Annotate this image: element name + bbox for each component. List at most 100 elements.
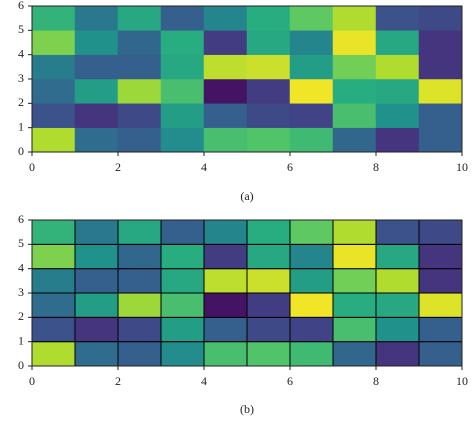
y-tick-label: 5 (18, 236, 24, 250)
y-tick-label: 1 (18, 333, 24, 347)
x-tick-label: 10 (456, 374, 468, 388)
cell (332, 54, 377, 80)
cell (31, 292, 76, 318)
x-tick-label: 4 (201, 374, 207, 388)
cell (375, 5, 420, 31)
cell (203, 316, 248, 343)
cell (31, 30, 76, 55)
cell (31, 316, 76, 343)
cell (117, 78, 162, 104)
cell (203, 219, 248, 245)
cell (332, 103, 377, 128)
cell (289, 103, 334, 128)
cell (289, 30, 334, 55)
cell (289, 219, 334, 245)
cell (332, 341, 377, 367)
cell (160, 341, 205, 367)
cell (246, 292, 291, 318)
y-tick-label: 1 (18, 119, 24, 133)
cell (31, 127, 76, 153)
cell (375, 127, 420, 153)
cell (375, 292, 420, 318)
cell (418, 341, 463, 367)
x-tick-label: 6 (287, 160, 293, 174)
cell (289, 54, 334, 80)
cell (375, 54, 420, 80)
cell (160, 78, 205, 104)
cell (117, 341, 162, 367)
cell (74, 268, 119, 294)
cell (31, 103, 76, 128)
cell (160, 219, 205, 245)
cell (117, 54, 162, 80)
cell (160, 5, 205, 31)
cell (332, 219, 377, 245)
cell (289, 127, 334, 153)
cell (203, 5, 248, 31)
cell (31, 5, 76, 31)
cell (31, 78, 76, 104)
cell (418, 243, 463, 270)
cell (246, 5, 291, 31)
cell (332, 268, 377, 294)
cell (160, 54, 205, 80)
cell (246, 316, 291, 343)
y-tick-label: 6 (18, 212, 24, 226)
cell (332, 30, 377, 55)
cell (117, 103, 162, 128)
cell (418, 54, 463, 80)
cell (117, 5, 162, 31)
cell (74, 341, 119, 367)
cell (31, 219, 76, 245)
x-tick-label: 6 (287, 374, 293, 388)
y-tick-label: 0 (18, 144, 24, 158)
cell (246, 30, 291, 55)
cell (31, 243, 76, 270)
y-tick-label: 4 (18, 46, 24, 60)
cell (418, 103, 463, 128)
caption: (b) (240, 402, 254, 416)
cell (117, 268, 162, 294)
y-tick-label: 2 (18, 95, 24, 109)
cell (418, 268, 463, 294)
cell (418, 30, 463, 55)
cell (203, 127, 248, 153)
cell (160, 268, 205, 294)
cell (203, 268, 248, 294)
cell (74, 316, 119, 343)
cell (332, 78, 377, 104)
cell (117, 219, 162, 245)
cell (246, 78, 291, 104)
y-tick-label: 4 (18, 260, 24, 274)
cell (332, 316, 377, 343)
cell (160, 103, 205, 128)
cell (375, 268, 420, 294)
cell (246, 103, 291, 128)
cell (289, 341, 334, 367)
cell (203, 78, 248, 104)
cell (332, 127, 377, 153)
cell (160, 243, 205, 270)
x-tick-label: 8 (373, 160, 379, 174)
cell (418, 127, 463, 153)
x-tick-label: 8 (373, 374, 379, 388)
cell (289, 268, 334, 294)
x-tick-label: 0 (29, 160, 35, 174)
cell (246, 268, 291, 294)
cell (74, 5, 119, 31)
cell (203, 341, 248, 367)
x-tick-label: 2 (115, 374, 121, 388)
cell (31, 268, 76, 294)
cell (418, 5, 463, 31)
x-tick-label: 0 (29, 374, 35, 388)
x-tick-label: 4 (201, 160, 207, 174)
cell (332, 292, 377, 318)
cell (246, 127, 291, 153)
cell (418, 292, 463, 318)
cell (31, 54, 76, 80)
cell (375, 103, 420, 128)
cell (289, 316, 334, 343)
cell (418, 78, 463, 104)
cell (160, 127, 205, 153)
cell (203, 292, 248, 318)
